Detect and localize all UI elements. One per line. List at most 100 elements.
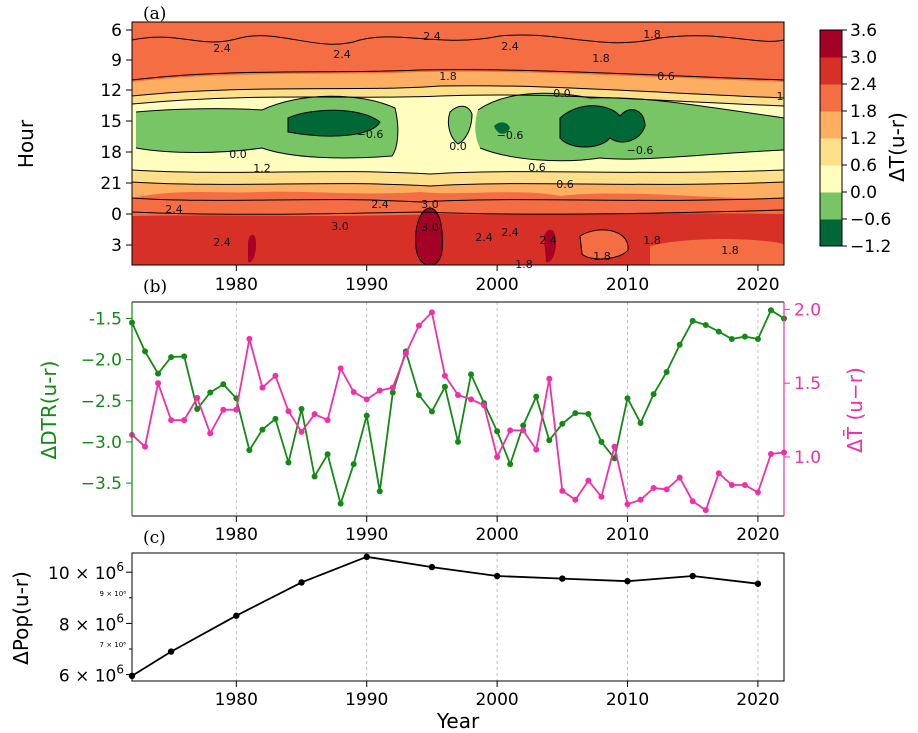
pop-tick-label: 6 × 106 <box>59 663 124 687</box>
series-point <box>168 417 175 424</box>
series-point <box>533 446 540 453</box>
colorbar-segment <box>820 57 842 85</box>
panel-c-series <box>128 553 762 680</box>
series-point <box>168 354 175 361</box>
population-point <box>233 612 240 619</box>
series-point <box>441 383 448 390</box>
series-point <box>194 406 201 412</box>
pop-tick-label: 10 × 106 <box>48 560 124 584</box>
contour-label: −0.6 <box>497 129 524 142</box>
population-point <box>689 572 696 580</box>
colorbar-tick-label: 0.6 <box>850 156 877 176</box>
series-point <box>259 384 266 391</box>
colorbar-segment <box>820 219 842 247</box>
panel-c-xlabel: Year <box>436 709 480 733</box>
colorbar: 3.6 3.0 2.4 1.8 1.2 0.6 0.0 −0.6 −1.2 <box>819 21 891 257</box>
colorbar-label: ΔT(u-r) <box>885 112 909 182</box>
contour-label: 0.0 <box>229 148 247 161</box>
panel-b-left-ticks: -1.5 −2.0 −2.5 −3.0 −3.5 <box>81 309 132 494</box>
left-tick-label: -1.5 <box>89 309 122 329</box>
series-point <box>350 461 357 468</box>
series-point <box>389 384 396 391</box>
right-tick-label: 2.0 <box>794 300 821 320</box>
series-point <box>376 387 383 394</box>
contour-label: 1.8 <box>593 250 611 263</box>
series-point <box>494 453 501 460</box>
contour-label: 0.0 <box>553 87 571 100</box>
series-point <box>676 341 683 348</box>
contour-label: 2.4 <box>165 203 183 216</box>
year-tick-label: 2020 <box>736 275 779 295</box>
series-point <box>246 447 253 454</box>
contour-label: 2.4 <box>333 48 351 61</box>
year-tick-label: 2010 <box>606 525 649 545</box>
series-point <box>650 391 657 398</box>
contour-label: 0.6 <box>528 161 546 174</box>
year-tick-label: 1990 <box>345 525 388 545</box>
contour-label: 1.8 <box>439 70 457 83</box>
contour-label: 3.0 <box>421 198 439 211</box>
colorbar-tick-label: 3.0 <box>850 48 877 68</box>
series-point <box>494 428 501 435</box>
contour-line-11 <box>479 147 784 162</box>
colorbar-tick-label: −1.2 <box>850 237 891 257</box>
right-tick-label: 1.5 <box>794 374 821 394</box>
hour-tick-label: 15 <box>100 112 122 132</box>
series-point <box>533 393 540 400</box>
panel-label-b: (b) <box>143 277 167 297</box>
band-3p0-3p6-small-1 <box>248 234 256 263</box>
band-neg0p6-0p0-mid <box>448 106 472 144</box>
year-tick-label: 2000 <box>475 525 518 545</box>
series-point <box>155 380 162 387</box>
left-tick-label: −2.0 <box>81 351 122 371</box>
series-point <box>663 486 670 493</box>
contour-label: 1.8 <box>643 234 661 247</box>
hour-tick-label: 3 <box>111 236 122 256</box>
series-point <box>272 415 279 422</box>
year-tick-label: 1990 <box>345 690 388 710</box>
contour-line-10 <box>477 92 784 119</box>
series-point <box>142 443 149 450</box>
series-point <box>220 381 227 388</box>
series-point <box>585 477 592 484</box>
panel-c-grid <box>235 553 759 681</box>
series-point <box>376 488 383 495</box>
contour-line-5 <box>132 181 784 187</box>
population-point <box>298 579 305 586</box>
panel-b-right-ticks: 2.0 1.5 1.0 <box>784 300 821 468</box>
contour-line-7 <box>132 209 784 215</box>
series-point <box>455 391 461 398</box>
contour-label: 2.4 <box>501 226 519 239</box>
colorbar-tick-label: 1.8 <box>850 102 877 122</box>
left-tick-label: −3.5 <box>81 474 122 494</box>
series-point <box>546 375 553 382</box>
series-point <box>324 417 331 424</box>
year-tick-label: 2000 <box>475 275 518 295</box>
series-point <box>637 419 644 426</box>
series-point <box>741 482 748 489</box>
series-point <box>572 410 579 417</box>
pop-tick-label: 8 × 106 <box>59 611 124 635</box>
contour-label: 0.6 <box>657 70 675 83</box>
series-point <box>689 317 696 324</box>
series-point <box>324 451 331 458</box>
series-line <box>131 308 785 507</box>
year-tick-label: 1980 <box>215 525 258 545</box>
right-tick-label: 1.0 <box>794 448 821 468</box>
colorbar-tick-label: 1.2 <box>850 129 877 149</box>
population-point <box>559 575 566 582</box>
pop-minor-tick-label: 9 × 10⁶ <box>100 590 127 598</box>
contour-line-3 <box>132 94 784 107</box>
series-point <box>520 427 527 434</box>
series-point <box>181 417 188 424</box>
contour-label: 2.4 <box>371 198 389 211</box>
series-point <box>259 426 266 433</box>
colorbar-tick-label: 2.4 <box>850 75 877 95</box>
colorbar-tick-label: −0.6 <box>850 210 891 230</box>
colorbar-segment <box>820 192 842 220</box>
panel-a-ylabel: Hour <box>14 119 38 168</box>
panel-label-a: (a) <box>143 4 166 24</box>
panel-label-c: (c) <box>143 528 166 548</box>
contour-labels: 2.4 2.4 2.4 2.4 1.8 1.8 1.8 0.6 1 0.0 −0.6 0.0 −0.6 −… <box>165 28 783 271</box>
series-point <box>572 496 579 503</box>
